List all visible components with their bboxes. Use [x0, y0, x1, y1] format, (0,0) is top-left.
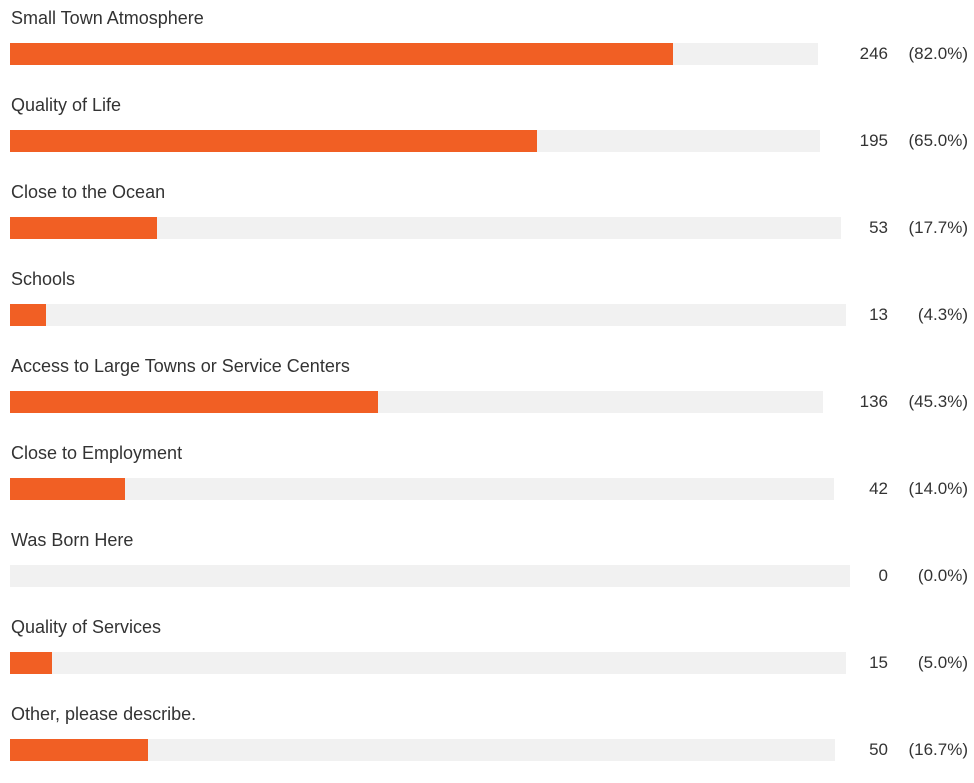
bar [10, 217, 157, 239]
count-label: 42 [869, 479, 888, 498]
percent-label: (5.0%) [917, 653, 968, 672]
percent-label: (14.0%) [908, 479, 968, 498]
bar-row: Close to Employment 42 (14.0%) [0, 435, 974, 522]
category-label: Close to Employment [11, 443, 183, 463]
bar-track [10, 391, 823, 413]
bar-row: Quality of Life 195 (65.0%) [0, 87, 974, 174]
bar-row: Access to Large Towns or Service Centers… [0, 348, 974, 435]
bar [10, 391, 378, 413]
count-label: 0 [878, 566, 888, 585]
category-label: Quality of Life [11, 95, 122, 115]
bar [10, 304, 46, 326]
category-label: Other, please describe. [11, 704, 197, 724]
percent-label: (16.7%) [908, 740, 968, 759]
bar-track [10, 43, 818, 65]
bar-row: Close to the Ocean 53 (17.7%) [0, 174, 974, 261]
category-label: Small Town Atmosphere [11, 8, 204, 28]
count-label: 246 [859, 44, 888, 63]
bar-track [10, 478, 834, 500]
category-label: Schools [11, 269, 76, 289]
bar [10, 478, 125, 500]
category-label: Close to the Ocean [11, 182, 166, 202]
category-label: Quality of Services [11, 617, 162, 637]
bar [10, 43, 673, 65]
percent-label: (65.0%) [908, 131, 968, 150]
bar-row: Quality of Services 15 (5.0%) [0, 609, 974, 696]
count-label: 195 [859, 131, 888, 150]
percent-label: (0.0%) [917, 566, 968, 585]
bar-track [10, 739, 835, 761]
count-label: 50 [869, 740, 888, 759]
bar [10, 130, 537, 152]
bar-row: Schools 13 (4.3%) [0, 261, 974, 348]
bar-track [10, 652, 846, 674]
count-label: 53 [869, 218, 888, 237]
bar-row: Small Town Atmosphere 246 (82.0%) [0, 0, 974, 87]
bar-row: Other, please describe. 50 (16.7%) [0, 696, 974, 783]
bar-track [10, 130, 820, 152]
bar-track [10, 565, 850, 587]
percent-label: (45.3%) [908, 392, 968, 411]
count-label: 13 [869, 305, 888, 324]
bar [10, 652, 52, 674]
bar-chart: Small Town Atmosphere 246 (82.0%) Quality o… [0, 0, 974, 761]
percent-label: (82.0%) [908, 44, 968, 63]
percent-label: (4.3%) [917, 305, 968, 324]
bar-row: Was Born Here 0 (0.0%) [0, 522, 974, 609]
bar-track [10, 217, 841, 239]
count-label: 15 [869, 653, 888, 672]
category-label: Access to Large Towns or Service Centers [11, 356, 350, 376]
category-label: Was Born Here [11, 530, 134, 550]
percent-label: (17.7%) [908, 218, 968, 237]
count-label: 136 [859, 392, 888, 411]
bar [10, 739, 148, 761]
bar-track [10, 304, 846, 326]
